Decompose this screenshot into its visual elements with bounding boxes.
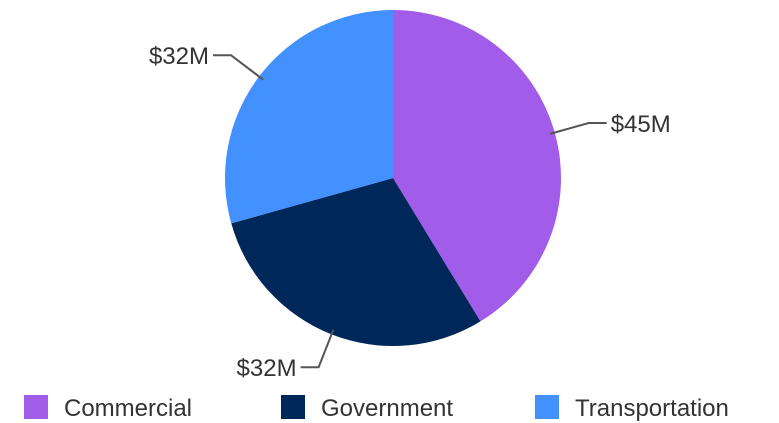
pie-slice-government[interactable] bbox=[231, 178, 481, 346]
legend-label-commercial: Commercial bbox=[64, 395, 192, 422]
leader-lines bbox=[213, 54, 607, 369]
pie-slice-commercial[interactable] bbox=[393, 10, 561, 322]
legend: Commercial Government Transportation bbox=[24, 395, 729, 422]
legend-swatch-government bbox=[281, 395, 305, 419]
data-label-transportation: $32M bbox=[149, 43, 209, 70]
pie-slices bbox=[225, 10, 561, 346]
pie-slice-transportation[interactable] bbox=[225, 10, 393, 224]
legend-swatch-commercial bbox=[24, 395, 48, 419]
leader-line-government bbox=[300, 329, 335, 369]
leader-line-transportation bbox=[213, 54, 264, 81]
data-labels: $45M $32M $32M bbox=[149, 43, 671, 382]
legend-item-government[interactable]: Government bbox=[281, 395, 453, 422]
data-label-government: $32M bbox=[237, 355, 297, 382]
legend-item-commercial[interactable]: Commercial bbox=[24, 395, 192, 422]
data-label-commercial: $45M bbox=[611, 111, 671, 138]
leader-line-commercial bbox=[549, 122, 607, 135]
legend-label-government: Government bbox=[321, 395, 453, 422]
legend-item-transportation[interactable]: Transportation bbox=[535, 395, 729, 422]
legend-swatch-transportation bbox=[535, 395, 559, 419]
legend-label-transportation: Transportation bbox=[575, 395, 729, 422]
